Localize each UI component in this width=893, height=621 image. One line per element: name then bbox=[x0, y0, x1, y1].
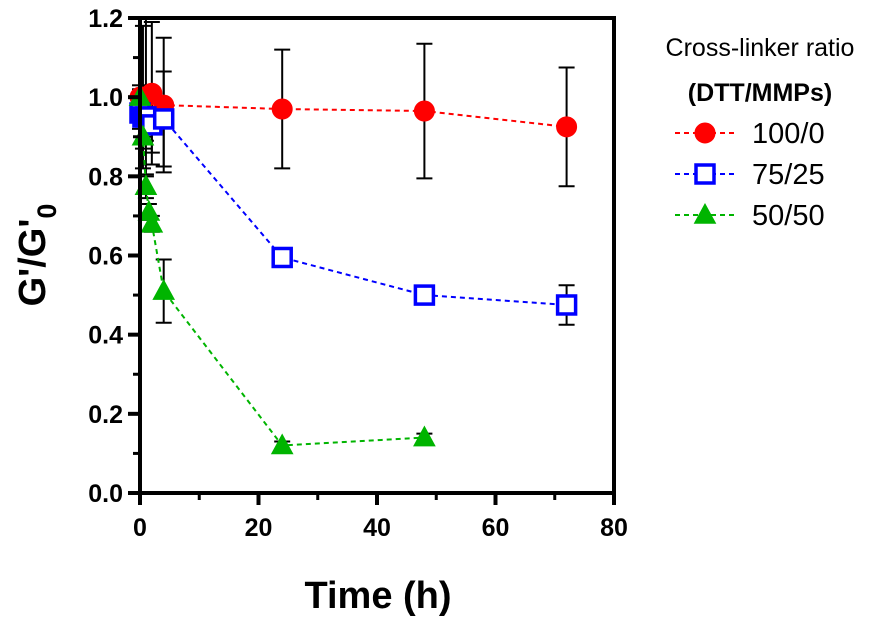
point-100-0-7 bbox=[556, 116, 578, 138]
plot-frame bbox=[138, 16, 616, 495]
legend-label-50-50: 50/50 bbox=[752, 200, 825, 232]
ticks-layer: 0 20 40 60 80 0.0 0.2 0.4 0.6 0.8 1.0 1.2 bbox=[88, 5, 628, 542]
y-axis-title-sub: 0 bbox=[32, 204, 62, 219]
legend-label-100-0: 100/0 bbox=[752, 118, 825, 150]
y-tick-label-5: 1.0 bbox=[88, 84, 123, 112]
point-75-25-6 bbox=[413, 284, 436, 306]
point-100-0-5 bbox=[271, 98, 293, 120]
x-tick-label-3: 60 bbox=[482, 514, 510, 542]
x-tick-label-2: 40 bbox=[363, 514, 391, 542]
y-tick-label-2: 0.4 bbox=[88, 322, 123, 350]
y-tick-label-1: 0.2 bbox=[88, 401, 123, 429]
series-line-75-25 bbox=[139, 112, 567, 306]
legend-title: Cross-linker ratio bbox=[666, 34, 855, 62]
legend-label-75-25: 75/25 bbox=[752, 159, 825, 191]
legend-entry-50-50: 50/50 bbox=[675, 200, 825, 232]
x-tick-label-1: 20 bbox=[245, 514, 273, 542]
x-axis-title: Time (h) bbox=[304, 575, 451, 617]
y-axis-title: G'/G'0 bbox=[12, 204, 62, 307]
legend-marker-75-25 bbox=[694, 163, 716, 185]
y-tick-label-3: 0.6 bbox=[88, 243, 123, 271]
legend-entry-100-0: 100/0 bbox=[675, 118, 825, 150]
legend-marker-100-0 bbox=[694, 122, 716, 144]
point-100-0-6 bbox=[413, 100, 435, 122]
legend: 100/0 75/25 50/50 bbox=[675, 118, 825, 232]
y-tick-label-0: 0.0 bbox=[88, 480, 123, 508]
y-tick-label-6: 1.2 bbox=[88, 5, 123, 33]
y-tick-label-4: 0.8 bbox=[88, 163, 123, 191]
x-tick-label-4: 80 bbox=[600, 514, 628, 542]
errorbars-layer bbox=[132, 17, 575, 451]
point-50-50-4 bbox=[140, 211, 164, 233]
y-axis-title-main: G'/G' bbox=[12, 219, 54, 307]
point-75-25-5 bbox=[271, 246, 293, 269]
point-75-25-7 bbox=[555, 294, 578, 316]
point-50-50-6 bbox=[270, 433, 294, 455]
point-75-25-4 bbox=[152, 108, 175, 130]
point-50-50-7 bbox=[413, 425, 436, 447]
legend-marker-50-50 bbox=[693, 202, 717, 224]
legend-subtitle: (DTT/MMPs) bbox=[688, 79, 832, 107]
lines-layer bbox=[139, 91, 567, 447]
svg-text:G'/G'0: G'/G'0 bbox=[12, 204, 62, 307]
x-tick-label-0: 0 bbox=[133, 514, 147, 542]
point-50-50-5 bbox=[152, 279, 176, 300]
markers-layer bbox=[128, 82, 578, 455]
axes-layer bbox=[138, 16, 616, 495]
legend-entry-75-25: 75/25 bbox=[675, 159, 825, 191]
series-line-100-0 bbox=[140, 91, 567, 128]
